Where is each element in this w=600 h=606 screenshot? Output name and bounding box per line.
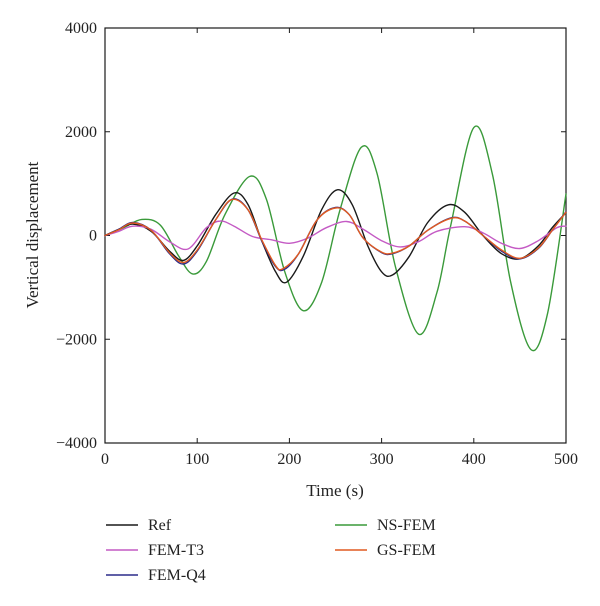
series-line-fem-q4	[104, 198, 567, 272]
legend-label-gs-fem: GS-FEM	[377, 542, 436, 559]
series-line-ref	[104, 189, 567, 284]
series-line-fem-t3	[104, 220, 567, 251]
y-tick-label: 4000	[65, 20, 97, 37]
y-tick-label: 0	[89, 228, 97, 245]
x-tick-label: 300	[370, 451, 394, 468]
x-tick-label: 100	[185, 451, 209, 468]
y-tick-label: −2000	[56, 331, 97, 348]
y-axis-title: Vertical displacement	[23, 161, 42, 308]
series-line-gs-fem	[104, 198, 567, 271]
legend-label-ns-fem: NS-FEM	[377, 517, 436, 534]
axis-ticks: 0 100 200 300 400 500 −4000 −2000 0 2000 4000	[56, 20, 578, 468]
legend: Ref FEM-T3 FEM-Q4 NS-FEM GS-FEM	[106, 517, 436, 584]
x-tick-label: 500	[554, 451, 578, 468]
series-line-ns-fem	[104, 125, 567, 352]
x-tick-label: 200	[277, 451, 301, 468]
plot-frame	[104, 27, 567, 444]
y-tick-label: 2000	[65, 124, 97, 141]
x-tick-label: 0	[101, 451, 109, 468]
x-tick-label: 400	[462, 451, 486, 468]
legend-label-fem-q4: FEM-Q4	[148, 567, 206, 584]
legend-label-ref: Ref	[148, 517, 172, 534]
x-axis-title: Time (s)	[306, 481, 363, 500]
y-tick-label: −4000	[56, 435, 97, 452]
series-lines	[104, 125, 567, 352]
legend-label-fem-t3: FEM-T3	[148, 542, 204, 559]
